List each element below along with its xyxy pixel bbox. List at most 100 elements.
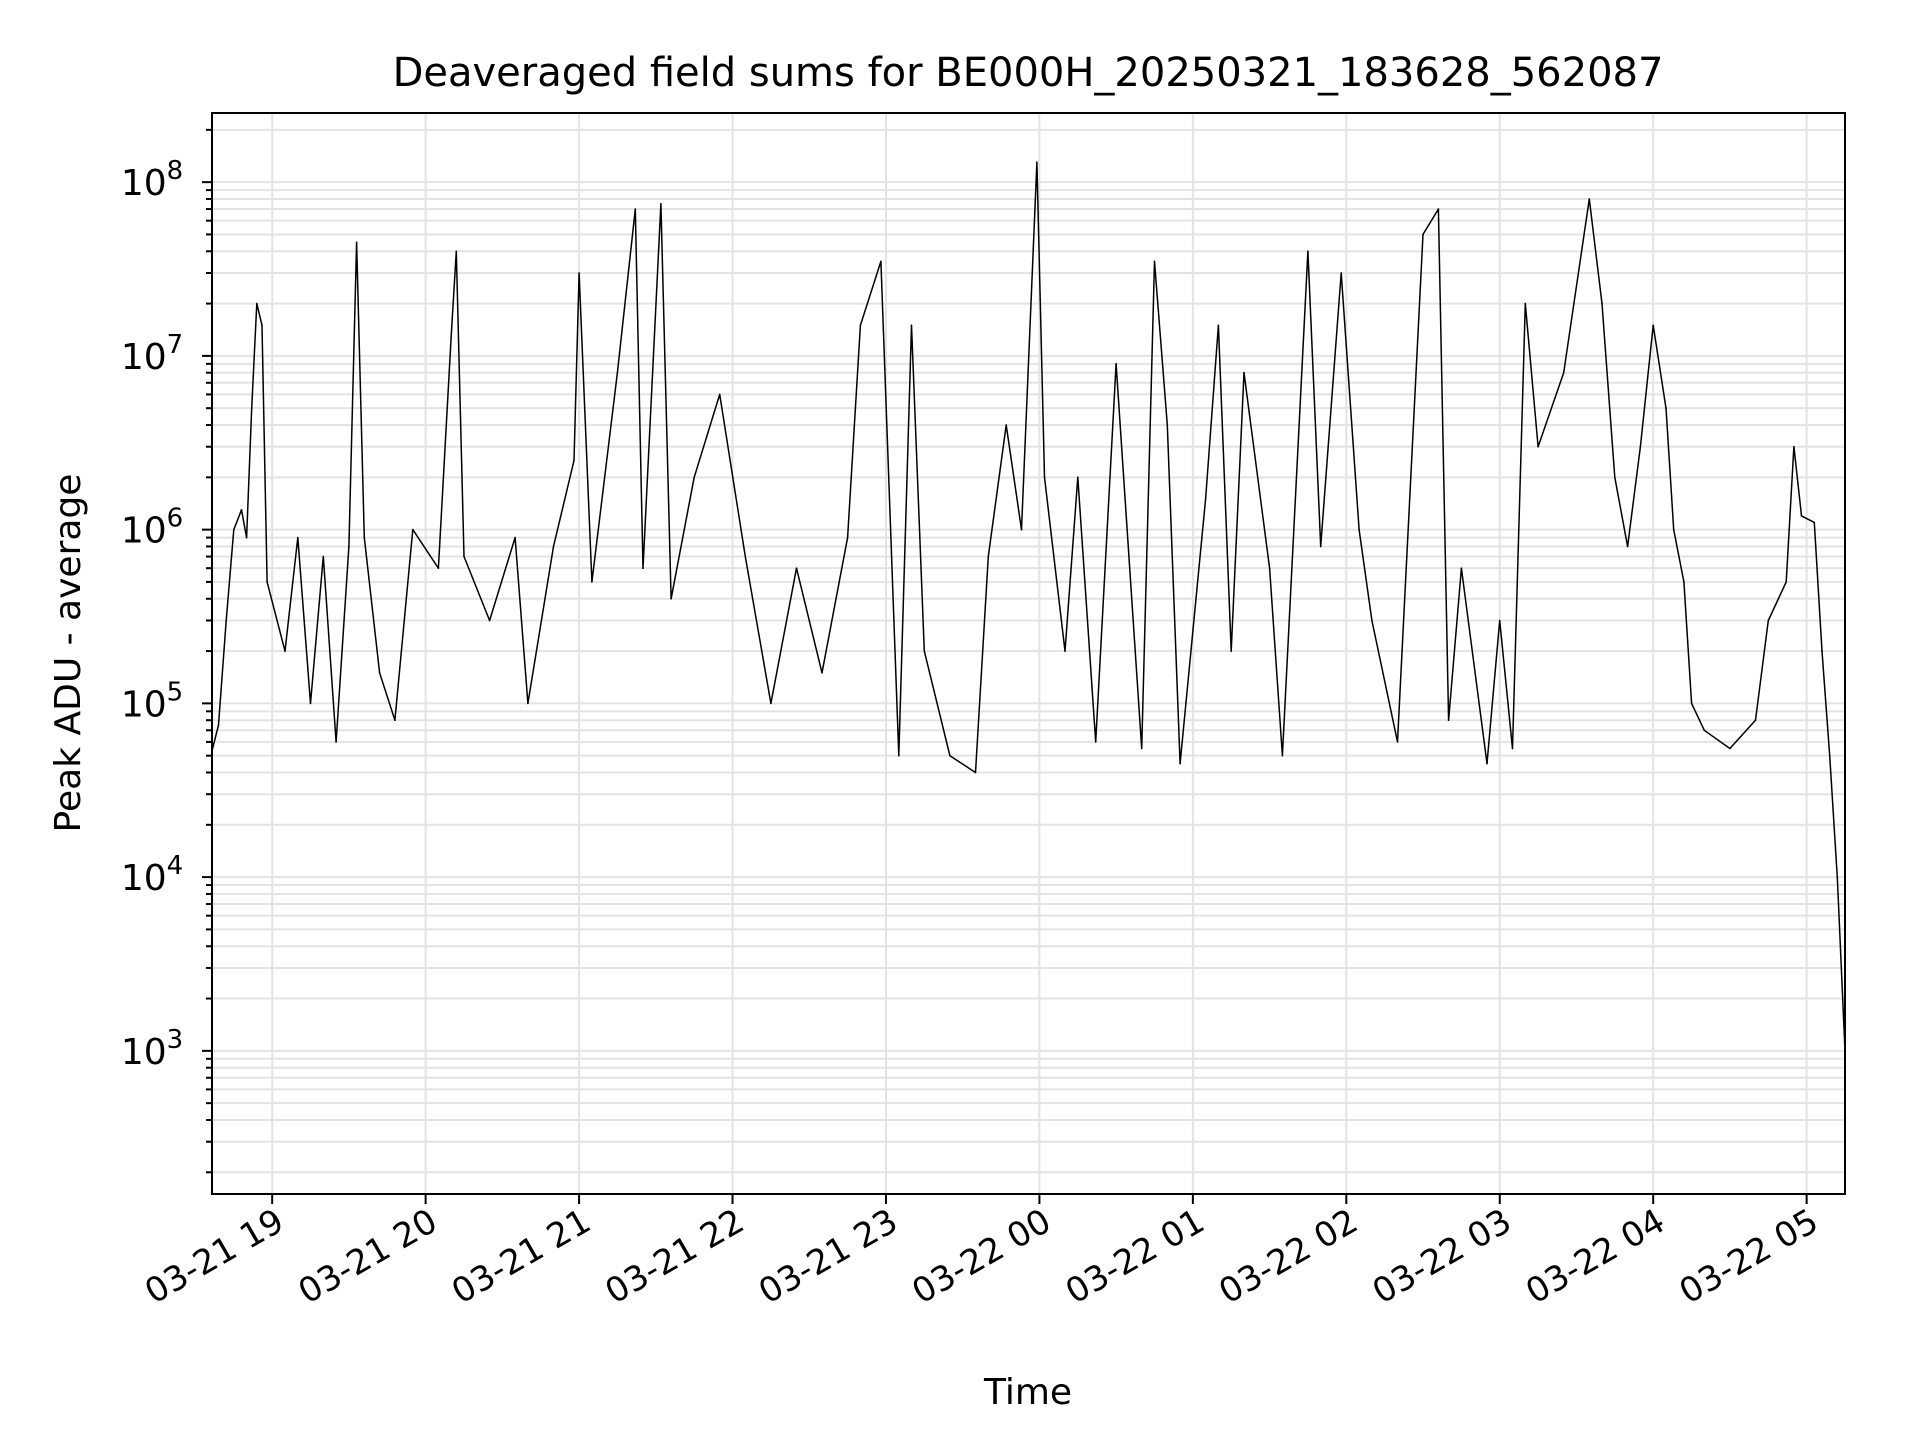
data-point — [1115, 363, 1117, 365]
data-point — [284, 650, 286, 652]
data-point — [923, 650, 926, 652]
y-tick-base: 10 — [121, 684, 167, 725]
data-point — [1005, 424, 1007, 426]
data-point — [693, 476, 695, 479]
data-point — [245, 536, 248, 539]
data-point — [1179, 762, 1181, 765]
data-point — [1672, 528, 1675, 531]
data-point — [488, 619, 491, 622]
data-point — [527, 702, 529, 705]
data-point — [1614, 476, 1616, 479]
data-point — [591, 581, 593, 583]
y-tick-label: 105 — [121, 677, 183, 725]
data-point — [297, 536, 299, 539]
data-point — [1793, 445, 1795, 448]
data-point — [1767, 619, 1770, 622]
data-point — [1800, 515, 1803, 517]
data-point — [394, 719, 396, 721]
data-point — [1268, 567, 1271, 569]
data-point — [240, 509, 243, 511]
data-point — [437, 567, 440, 569]
data-point — [261, 324, 263, 327]
data-point — [1036, 161, 1038, 164]
data-point — [412, 528, 414, 531]
data-point — [1340, 272, 1342, 274]
data-point — [1307, 250, 1309, 253]
data-point — [255, 302, 258, 305]
data-point — [1498, 619, 1501, 622]
data-point — [718, 393, 721, 396]
data-point — [1094, 741, 1097, 743]
data-point — [1077, 476, 1079, 479]
data-point — [450, 335, 453, 337]
data-point — [987, 555, 990, 558]
data-point — [1230, 650, 1232, 652]
data-point — [1140, 747, 1143, 750]
data-point — [363, 536, 366, 539]
data-point — [898, 754, 900, 757]
data-point — [846, 536, 849, 539]
data-point — [1690, 702, 1693, 705]
data-point — [1601, 302, 1603, 305]
y-tick-base: 10 — [121, 858, 167, 899]
data-point — [1639, 445, 1642, 448]
data-point — [1537, 445, 1539, 448]
data-point — [309, 702, 312, 705]
data-point — [795, 567, 798, 569]
data-point — [573, 459, 575, 462]
data-point — [1371, 619, 1373, 622]
data-point — [233, 528, 235, 531]
y-tick-exponent: 5 — [167, 677, 184, 707]
data-point — [552, 545, 555, 548]
data-point — [225, 619, 227, 622]
y-tick-label: 103 — [121, 1025, 183, 1073]
data-point — [1064, 650, 1066, 652]
data-point — [1821, 650, 1823, 652]
plot-frame — [211, 112, 1846, 1195]
y-tick-base: 10 — [121, 163, 167, 204]
data-point — [1437, 208, 1440, 210]
x-axis-label: Time — [983, 1372, 1072, 1413]
data-point — [1447, 719, 1450, 721]
data-point — [949, 754, 951, 757]
y-tick-exponent: 7 — [167, 330, 184, 360]
data-point — [1754, 719, 1757, 721]
data-point — [463, 555, 465, 558]
y-tick-label: 104 — [121, 851, 183, 899]
data-point — [1524, 302, 1527, 305]
data-point — [1460, 567, 1463, 569]
data-point — [1562, 371, 1565, 374]
data-point — [1626, 545, 1629, 548]
data-point — [1652, 324, 1654, 327]
data-point — [1729, 747, 1731, 750]
data-point — [1580, 250, 1583, 253]
data-point — [670, 598, 672, 600]
data-point — [616, 371, 619, 374]
y-tick-base: 10 — [121, 511, 167, 552]
y-tick-exponent: 4 — [167, 851, 184, 881]
data-point — [1703, 729, 1706, 732]
y-tick-exponent: 8 — [167, 156, 184, 186]
y-tick-base: 10 — [121, 1032, 167, 1073]
data-point — [1281, 754, 1284, 757]
data-point — [1813, 521, 1816, 524]
data-point — [634, 208, 637, 210]
y-tick-label: 107 — [121, 330, 183, 378]
data-point — [335, 741, 337, 743]
data-point — [1665, 407, 1667, 410]
data-point — [660, 203, 662, 205]
data-point — [770, 702, 772, 705]
data-point — [880, 260, 882, 263]
data-point — [1588, 198, 1591, 200]
data-point — [455, 250, 458, 253]
y-tick-label: 106 — [121, 504, 183, 552]
data-point — [348, 545, 350, 548]
data-point — [514, 536, 516, 539]
data-point — [378, 672, 381, 674]
data-point — [859, 324, 862, 327]
data-point — [744, 555, 747, 558]
y-axis-label: Peak ADU - average — [48, 474, 89, 833]
data-point — [1486, 762, 1488, 765]
y-tick-base: 10 — [121, 337, 167, 378]
data-point — [1166, 424, 1169, 426]
